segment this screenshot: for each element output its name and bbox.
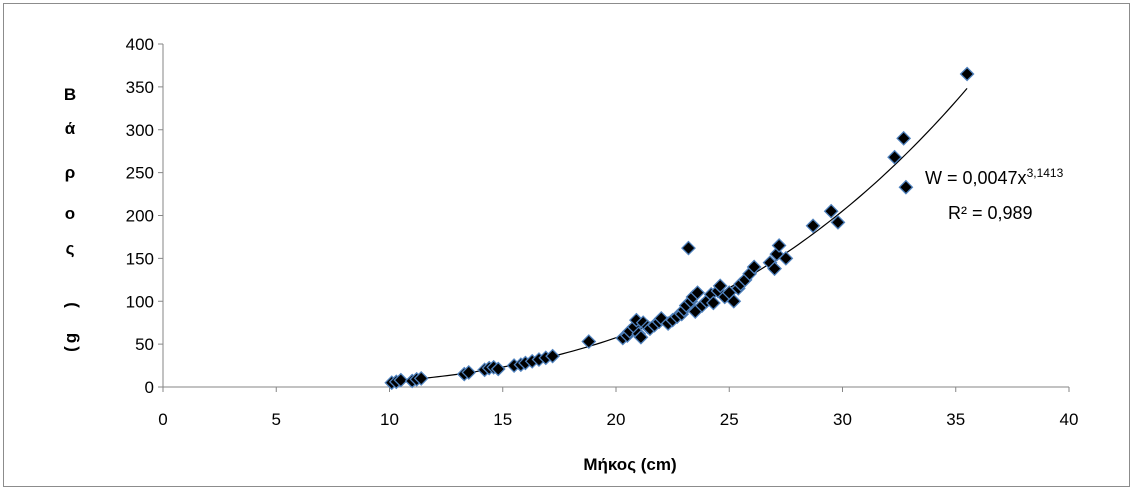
x-tick-label: 35 xyxy=(946,410,965,429)
x-tick-label: 5 xyxy=(272,410,281,429)
trendline xyxy=(389,88,968,383)
y-tick-label: 200 xyxy=(126,207,154,226)
y-tick-label: 300 xyxy=(126,121,154,140)
data-point xyxy=(726,293,742,309)
data-point xyxy=(830,214,846,230)
data-point xyxy=(896,130,912,146)
y-axis-title-char: Β xyxy=(64,85,76,104)
y-tick-label: 350 xyxy=(126,78,154,97)
data-point xyxy=(545,348,560,364)
data-point xyxy=(413,371,429,386)
x-axis-ticks: 0 5 10 15 20 25 30 35 40 xyxy=(158,387,1078,429)
y-tick-label: 150 xyxy=(126,249,154,268)
y-axis-title-char: ( xyxy=(61,346,80,352)
x-tick-label: 10 xyxy=(380,410,399,429)
x-tick-label: 30 xyxy=(833,410,852,429)
data-point xyxy=(823,203,839,219)
data-point xyxy=(898,179,914,195)
data-point xyxy=(746,259,762,275)
x-tick-label: 25 xyxy=(720,410,739,429)
y-tick-label: 50 xyxy=(135,335,154,354)
y-axis-title-char: ρ xyxy=(65,163,76,182)
data-point xyxy=(778,250,794,266)
y-axis-title-char: ο xyxy=(65,204,75,223)
x-axis-title: Μήκος (cm) xyxy=(583,455,676,474)
y-axis-title-char: ς xyxy=(66,239,75,258)
data-point xyxy=(633,329,649,345)
data-point xyxy=(767,261,782,277)
data-point xyxy=(705,295,721,311)
y-tick-label: 250 xyxy=(126,164,154,183)
x-tick-label: 40 xyxy=(1060,410,1079,429)
equation-main: W = 0,0047x xyxy=(925,168,1027,188)
equation-text: W = 0,0047x3,1413 xyxy=(925,166,1064,188)
y-tick-label: 0 xyxy=(145,378,154,397)
data-points xyxy=(384,66,975,391)
equation-exponent: 3,1413 xyxy=(1027,166,1064,180)
y-axis-title-char: ) xyxy=(61,302,80,308)
data-point xyxy=(393,372,409,388)
data-point xyxy=(959,66,975,82)
y-tick-label: 100 xyxy=(126,292,154,311)
y-axis-title-char: g xyxy=(61,333,80,343)
y-axis-title: Βά ρ ος ( g) xyxy=(61,85,80,352)
x-tick-label: 15 xyxy=(493,410,512,429)
y-axis-ticks: 0 50 100 150 200 250 300 350 400 xyxy=(126,35,163,397)
data-point xyxy=(771,238,787,253)
y-axis-title-char: ά xyxy=(65,119,76,138)
x-tick-label: 20 xyxy=(607,410,626,429)
r-squared-text: R² = 0,989 xyxy=(948,203,1033,223)
data-point xyxy=(681,240,696,256)
data-point xyxy=(461,365,477,380)
x-tick-label: 0 xyxy=(158,410,167,429)
y-tick-label: 400 xyxy=(126,35,154,54)
chart-frame xyxy=(3,3,1130,487)
data-point xyxy=(805,218,821,234)
data-point xyxy=(887,149,903,165)
data-point xyxy=(690,285,705,301)
trendline-equation: W = 0,0047x3,1413 R² = 0,989 xyxy=(925,166,1064,223)
data-point xyxy=(490,361,506,377)
data-point xyxy=(712,278,728,294)
data-point xyxy=(581,334,597,349)
